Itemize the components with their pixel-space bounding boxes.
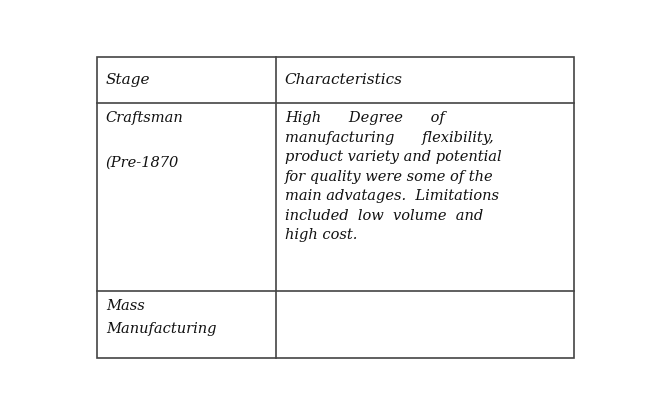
Text: High      Degree      of
manufacturing      flexibility,
product variety and pot: High Degree of manufacturing flexibility… — [285, 111, 501, 242]
Text: Mass
Manufacturing: Mass Manufacturing — [106, 299, 216, 335]
Text: Stage: Stage — [106, 73, 150, 87]
Text: Characteristics: Characteristics — [285, 73, 403, 87]
Text: Craftsman

(Pre-1870: Craftsman (Pre-1870 — [106, 111, 183, 169]
